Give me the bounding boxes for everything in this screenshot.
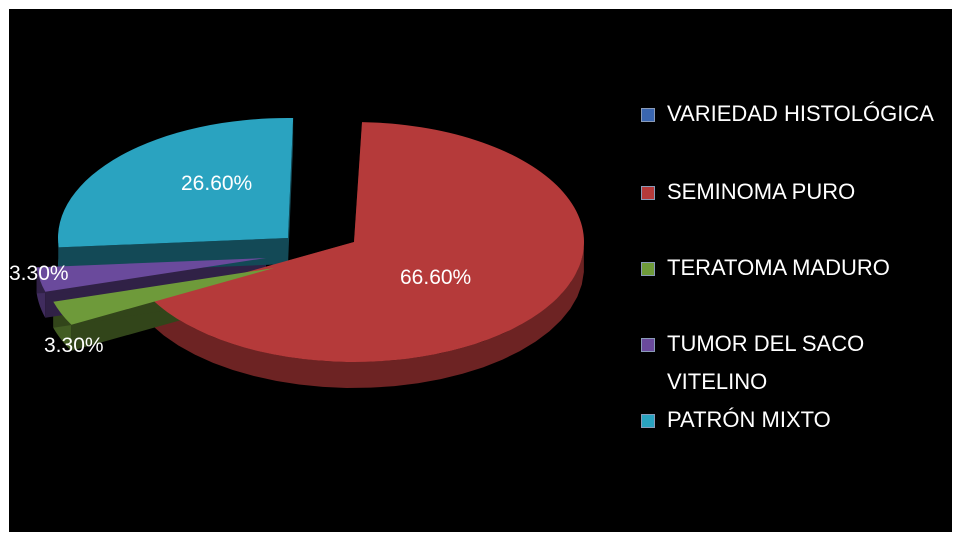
pie-chart: 66.60% 3.30% 3.30% 26.60% <box>9 118 584 388</box>
data-label-patron-mixto: 26.60% <box>181 172 252 195</box>
legend-swatch <box>641 108 655 122</box>
data-label-tumor-del-saco-vitelino: 3.30% <box>9 262 69 285</box>
slide-background: 66.60% 3.30% 3.30% 26.60% VARIEDAD HISTOLÓG… <box>9 9 952 532</box>
legend-label: SEMINOMA PURO <box>667 179 856 204</box>
data-label-teratoma-maduro: 3.30% <box>44 334 104 357</box>
legend-swatch <box>641 262 655 276</box>
legend-swatch <box>641 186 655 200</box>
legend-label: TERATOMA MADURO <box>667 255 890 280</box>
legend-swatch <box>641 338 655 352</box>
legend-label: TUMOR DEL SACO VITELINO <box>667 331 865 394</box>
legend-label: VARIEDAD HISTOLÓGICA <box>667 101 934 126</box>
pie-slice-patron-mixto <box>57 118 294 248</box>
legend-label: PATRÓN MIXTO <box>667 407 831 432</box>
pie-slice-seminoma-puro <box>151 122 584 363</box>
pie-slice-teratoma-maduro <box>53 268 275 325</box>
legend-swatch <box>641 414 655 428</box>
pie-slice-edge-patron-mixto-1 <box>288 118 294 265</box>
pie-slice-side-seminoma-puro <box>151 245 584 388</box>
chart-legend: VARIEDAD HISTOLÓGICA SEMINOMA PURO TERATOM… <box>641 95 952 453</box>
data-label-seminoma-puro: 66.60% <box>400 266 471 289</box>
pie-slice-tumor-del-saco-vitelino <box>36 258 266 292</box>
